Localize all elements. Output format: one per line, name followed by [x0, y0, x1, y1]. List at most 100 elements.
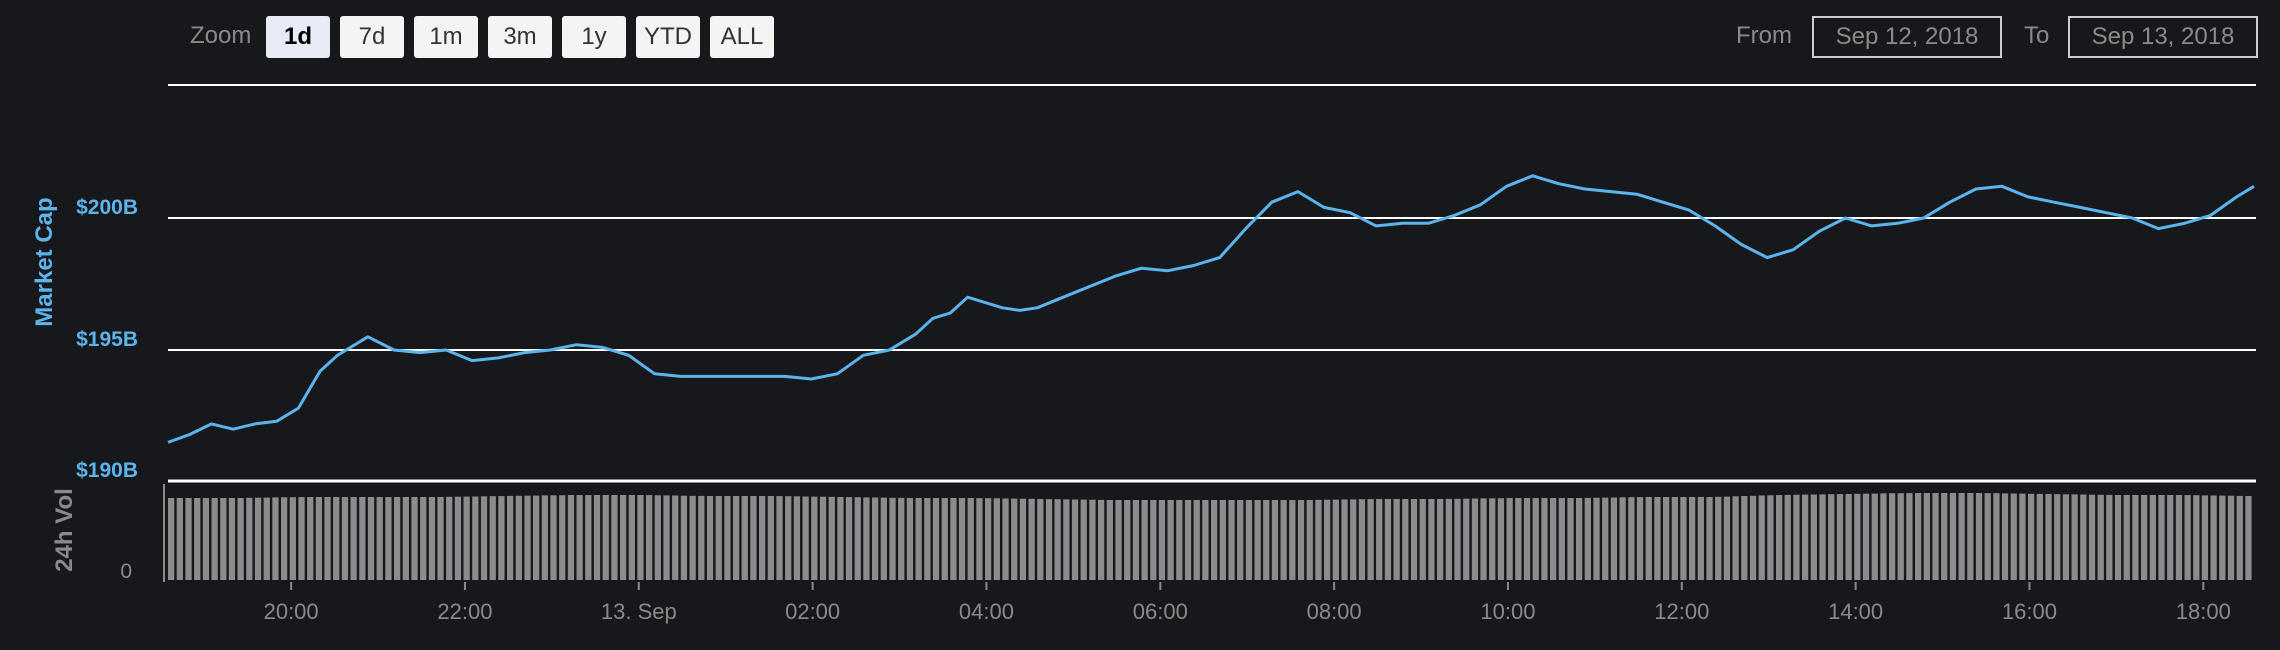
volume-bar: [428, 497, 436, 580]
volume-bar: [785, 496, 792, 580]
volume-bar: [524, 495, 531, 580]
volume-bar: [967, 498, 974, 580]
volume-bar: [1237, 500, 1244, 580]
volume-bar: [1715, 496, 1722, 580]
volume-bar: [993, 498, 1000, 580]
volume-bar: [1828, 494, 1835, 580]
volume-bar: [2088, 494, 2096, 580]
volume-bar: [228, 498, 236, 580]
volume-bar: [1471, 498, 1479, 580]
volume-bar: [698, 495, 705, 580]
zoom-1y-button[interactable]: 1y: [562, 16, 626, 58]
volume-bar: [272, 497, 279, 580]
volume-bar: [759, 496, 766, 580]
volume-bar: [2071, 494, 2078, 580]
volume-bar: [1515, 498, 1522, 580]
volume-bar: [941, 498, 948, 580]
volume-bar: [1619, 497, 1626, 580]
volume-bar: [1932, 493, 1939, 580]
volume-bar: [1584, 497, 1591, 580]
volume-bar: [559, 495, 566, 580]
from-label: From: [1736, 22, 1792, 49]
volume-bar: [1297, 500, 1305, 580]
volume-bar: [950, 498, 957, 580]
volume-bar: [1011, 498, 1018, 580]
from-date-input[interactable]: Sep 12, 2018: [1812, 16, 2002, 58]
volume-bar: [1854, 493, 1861, 580]
volume-tick-label-0: 0: [120, 560, 132, 583]
volume-bar: [1437, 499, 1444, 580]
volume-bar: [680, 495, 688, 580]
volume-bar: [2114, 495, 2122, 580]
volume-bar: [1749, 495, 1757, 580]
volume-bar: [1202, 500, 1209, 580]
volume-bar: [1871, 493, 1878, 580]
volume-bar: [1880, 493, 1887, 580]
y-tick-label-190b: $190B: [76, 459, 138, 482]
volume-bar: [2201, 495, 2209, 580]
volume-bar: [1802, 494, 1809, 580]
volume-bar: [819, 496, 827, 580]
volume-bar: [811, 496, 818, 580]
volume-bar: [2080, 494, 2087, 580]
volume-bar: [654, 495, 661, 580]
volume-bar: [2028, 493, 2035, 580]
volume-bar: [1663, 497, 1670, 580]
x-axis: 20:00 22:00 13. Sep 02:00 04:00 06:00 08:00 10:…: [264, 582, 2231, 624]
volume-bar: [1567, 498, 1574, 580]
volume-bar: [567, 495, 575, 580]
volume-bar: [793, 496, 801, 580]
volume-bar: [2036, 493, 2043, 580]
volume-bar: [1158, 500, 1166, 580]
volume-bar: [1115, 500, 1122, 580]
x-tick-label: 12:00: [1654, 599, 1709, 624]
volume-bar: [315, 497, 323, 580]
zoom-1m-button[interactable]: 1m: [414, 16, 478, 58]
volume-bar: [1167, 500, 1174, 580]
zoom-3m-button[interactable]: 3m: [488, 16, 552, 58]
volume-bar: [1967, 493, 1974, 580]
volume-bar: [915, 498, 922, 580]
volume-bar: [724, 496, 731, 580]
volume-bar: [1949, 493, 1957, 580]
to-date-input[interactable]: Sep 13, 2018: [2068, 16, 2258, 58]
volume-bar: [1463, 498, 1470, 580]
volume-bar: [1358, 499, 1366, 580]
y-tick-label-200b: $200B: [76, 196, 138, 219]
volume-bar: [750, 496, 757, 580]
volume-bar: [1280, 500, 1287, 580]
volume-bar: [237, 498, 244, 580]
zoom-7d-button[interactable]: 7d: [340, 16, 404, 58]
volume-bar: [1341, 499, 1348, 580]
volume-bar: [2106, 494, 2113, 580]
zoom-1d-button[interactable]: 1d: [266, 16, 330, 58]
volume-bar: [585, 495, 592, 580]
zoom-ytd-button[interactable]: YTD: [636, 16, 700, 58]
volume-bar: [1654, 497, 1661, 580]
y-axis-title: Market Cap: [31, 197, 58, 326]
volume-bar: [1002, 498, 1009, 580]
volume-bar: [1732, 496, 1739, 580]
volume-bar: [1332, 499, 1339, 580]
volume-bar: [1489, 498, 1496, 580]
volume-bar: [1776, 495, 1783, 580]
volume-bar: [715, 496, 722, 580]
zoom-label: Zoom: [190, 22, 252, 49]
x-tick-label: 02:00: [785, 599, 840, 624]
volume-bar: [2123, 495, 2130, 580]
volume-bar: [1480, 498, 1487, 580]
volume-bar: [872, 497, 879, 580]
volume-bar: [1315, 499, 1322, 580]
zoom-all-button[interactable]: ALL: [710, 16, 774, 58]
volume-bar: [1984, 493, 1991, 580]
volume-bar: [254, 497, 262, 580]
volume-bar: [733, 496, 740, 580]
volume-bar: [489, 496, 496, 580]
volume-bar: [446, 496, 453, 580]
market-cap-series: [167, 174, 2255, 444]
volume-bar: [1228, 500, 1235, 580]
volume-bar: [185, 498, 192, 580]
volume-bar: [1106, 500, 1113, 580]
